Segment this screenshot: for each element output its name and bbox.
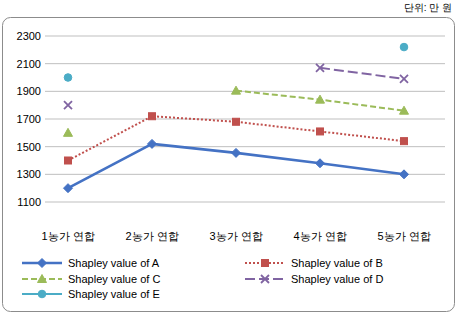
legend-marker <box>262 260 269 267</box>
grid-line <box>45 36 445 37</box>
data-point <box>316 159 325 168</box>
y-tick-label: 1700 <box>17 113 41 125</box>
series-group <box>65 113 408 164</box>
data-point <box>401 138 408 145</box>
legend-label: Shapley value of B <box>291 257 383 269</box>
legend-label: Shapley value of A <box>68 257 160 269</box>
series-group <box>64 43 408 81</box>
grid-line <box>45 174 445 175</box>
legend-marker <box>38 290 46 298</box>
y-tick-label: 1300 <box>17 168 41 180</box>
legend-marker <box>261 275 269 283</box>
series-line <box>320 68 404 79</box>
data-point <box>64 184 73 193</box>
x-tick-label: 4농가 연합 <box>293 230 346 242</box>
series-group <box>64 64 408 109</box>
x-tick-label: 5농가 연합 <box>377 230 430 242</box>
data-point <box>232 148 241 157</box>
series-group <box>64 139 409 192</box>
legend: Shapley value of A Shapley value of B Shap… <box>22 257 383 300</box>
data-point <box>316 95 325 103</box>
y-tick-label: 1900 <box>17 85 41 97</box>
x-tick-label: 3농가 연합 <box>209 230 262 242</box>
data-point <box>148 139 157 148</box>
chart-container: 단위: 만 원 1100 1300 1500 1700 1900 2100 2300 1농가 연… <box>0 0 458 316</box>
data-point <box>400 170 409 179</box>
legend-label: Shapley value of C <box>68 273 160 285</box>
data-point <box>64 128 73 136</box>
data-point <box>232 86 241 94</box>
grid-line <box>45 146 445 147</box>
legend-marker <box>38 275 47 283</box>
data-point <box>64 101 72 109</box>
y-tick-label: 2100 <box>17 58 41 70</box>
grid-line <box>45 63 445 64</box>
data-point <box>400 43 408 51</box>
y-tick-label: 1500 <box>17 141 41 153</box>
x-tick-label: 2농가 연합 <box>125 230 178 242</box>
x-tick-label: 1농가 연합 <box>41 230 94 242</box>
series-line <box>236 91 404 111</box>
y-tick-label: 1100 <box>17 196 41 208</box>
chart-svg: 단위: 만 원 1100 1300 1500 1700 1900 2100 2300 1농가 연… <box>0 0 458 316</box>
series-line <box>68 116 404 160</box>
data-point <box>400 75 408 83</box>
grid-line <box>45 202 445 203</box>
chart-frame <box>3 18 455 312</box>
data-point <box>233 118 240 125</box>
data-point <box>400 106 409 114</box>
grid-line <box>45 119 445 120</box>
data-point <box>316 64 324 72</box>
legend-marker <box>38 259 47 268</box>
y-tick-label: 2300 <box>17 30 41 42</box>
legend-label: Shapley value of D <box>291 273 383 285</box>
data-point <box>64 74 72 82</box>
data-point <box>149 113 156 120</box>
legend-label: Shapley value of E <box>68 288 160 300</box>
unit-label: 단위: 만 원 <box>404 2 452 13</box>
series-line <box>68 144 404 188</box>
marks <box>64 43 409 192</box>
data-point <box>317 128 324 135</box>
series-group <box>64 86 409 136</box>
data-point <box>65 157 72 164</box>
